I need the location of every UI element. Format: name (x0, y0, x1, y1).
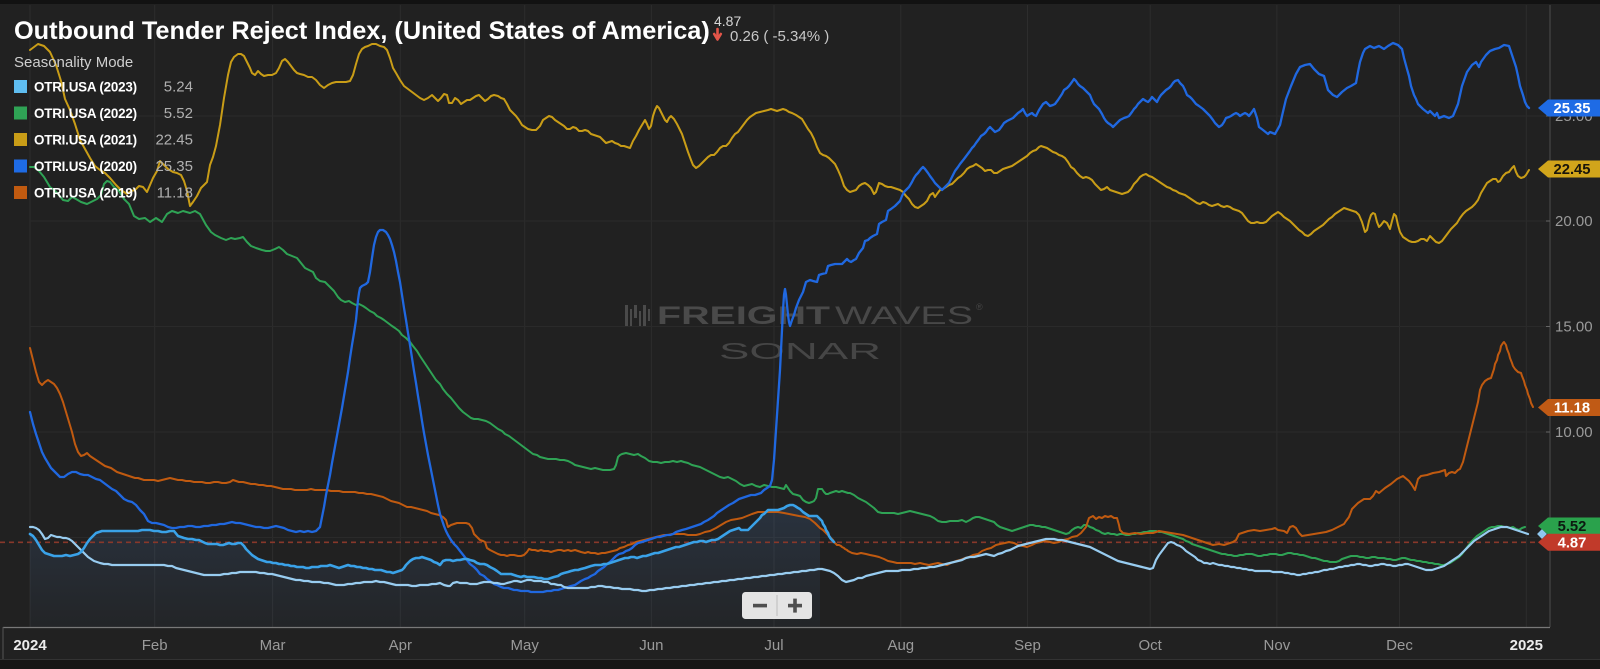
svg-text:OTRI.USA (2021): OTRI.USA (2021) (34, 133, 137, 148)
svg-text:2024: 2024 (13, 637, 47, 654)
svg-text:Nov: Nov (1264, 637, 1291, 654)
svg-text:Oct: Oct (1139, 637, 1163, 654)
svg-text:Outbound Tender Reject Index,: Outbound Tender Reject Index, (United St… (14, 17, 710, 45)
svg-text:FREIGHT: FREIGHT (657, 302, 830, 330)
svg-text:10.00: 10.00 (1555, 424, 1593, 441)
svg-text:OTRI.USA (2020): OTRI.USA (2020) (34, 159, 137, 174)
svg-text:0.26 ( -5.34% ): 0.26 ( -5.34% ) (730, 28, 829, 45)
svg-text:5.52: 5.52 (164, 105, 193, 122)
svg-text:11.18: 11.18 (157, 185, 193, 202)
svg-text:Jun: Jun (639, 637, 663, 654)
svg-text:Seasonality Mode: Seasonality Mode (14, 54, 133, 71)
svg-text:4.87: 4.87 (714, 13, 741, 29)
svg-text:OTRI.USA (2023): OTRI.USA (2023) (34, 80, 137, 95)
svg-text:25.35: 25.35 (1553, 101, 1590, 117)
svg-text:5.52: 5.52 (1558, 519, 1587, 535)
svg-text:2025: 2025 (1510, 637, 1543, 654)
svg-text:OTRI.USA (2019): OTRI.USA (2019) (34, 186, 137, 201)
svg-text:22.45: 22.45 (155, 132, 193, 149)
svg-text:May: May (511, 637, 540, 654)
svg-text:Aug: Aug (887, 637, 914, 654)
svg-text:SONAR: SONAR (719, 338, 881, 364)
svg-text:Feb: Feb (142, 637, 168, 654)
svg-text:Jul: Jul (764, 637, 783, 654)
svg-text:Apr: Apr (389, 637, 412, 654)
svg-text:15.00: 15.00 (1555, 319, 1593, 336)
svg-text:®: ® (976, 302, 983, 312)
svg-text:Sep: Sep (1014, 637, 1041, 654)
svg-text:25.35: 25.35 (155, 158, 193, 175)
svg-text:22.45: 22.45 (1553, 162, 1590, 178)
svg-text:20.00: 20.00 (1555, 213, 1593, 230)
svg-text:Mar: Mar (260, 637, 286, 654)
svg-text:5.24: 5.24 (164, 79, 193, 96)
svg-text:Dec: Dec (1386, 637, 1413, 654)
svg-text:4.87: 4.87 (1558, 535, 1587, 551)
svg-text:OTRI.USA (2022): OTRI.USA (2022) (34, 106, 137, 121)
svg-text:11.18: 11.18 (1554, 401, 1590, 417)
svg-text:WAVES: WAVES (835, 302, 973, 330)
